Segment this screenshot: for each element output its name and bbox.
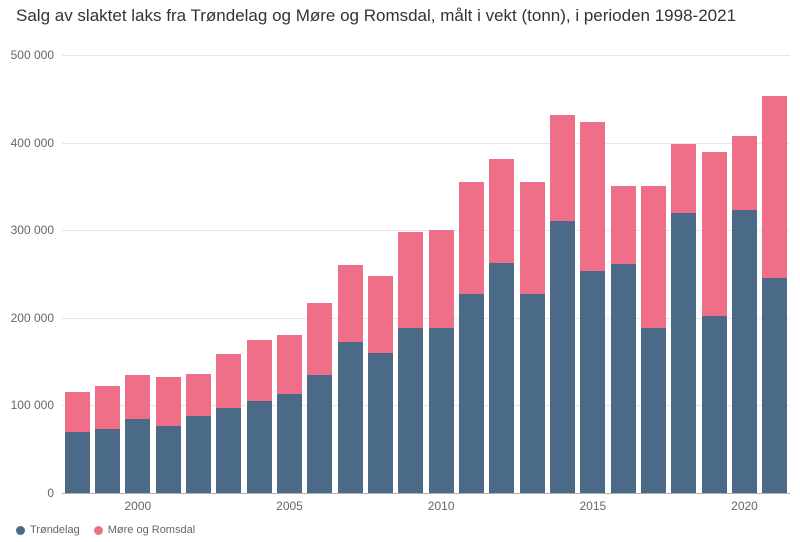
bar [307,303,332,493]
bar [277,335,302,493]
bar [762,96,787,493]
chart-legend: Trøndelag Møre og Romsdal [16,524,195,536]
bar [247,340,272,493]
bar-segment-møre-og-romsdal [156,377,181,425]
bar-segment-møre-og-romsdal [489,159,514,262]
bar-segment-trøndelag [338,342,363,493]
bar [641,186,666,493]
bar-segment-møre-og-romsdal [277,335,302,394]
axis-baseline [62,493,790,494]
bar [125,375,150,493]
bar-segment-møre-og-romsdal [671,144,696,212]
bar [398,232,423,493]
bar-segment-møre-og-romsdal [368,276,393,353]
bar [459,182,484,493]
bar-segment-trøndelag [732,210,757,493]
bar [671,144,696,493]
bar-segment-møre-og-romsdal [186,374,211,416]
bar [156,377,181,493]
bar-segment-møre-og-romsdal [520,182,545,294]
bar-segment-trøndelag [307,375,332,493]
y-tick-label: 100 000 [0,398,54,412]
bar-segment-møre-og-romsdal [550,115,575,222]
x-tick-label: 2005 [276,499,303,513]
bar-segment-trøndelag [429,328,454,493]
bar-segment-trøndelag [186,416,211,493]
bar-segment-trøndelag [368,353,393,493]
plot-area [62,55,790,493]
bar-segment-møre-og-romsdal [641,186,666,329]
bar-segment-trøndelag [156,426,181,493]
bar [65,392,90,493]
bar-segment-trøndelag [459,294,484,493]
bar-segment-trøndelag [702,316,727,493]
bar-segment-møre-og-romsdal [429,230,454,328]
bar [702,152,727,493]
bar-segment-trøndelag [489,263,514,493]
chart-title: Salg av slaktet laks fra Trøndelag og Mø… [16,6,792,26]
bar-segment-trøndelag [611,264,636,494]
bar-segment-trøndelag [247,401,272,493]
bar [368,276,393,493]
bar-segment-trøndelag [580,271,605,493]
bar [489,159,514,493]
bar [216,354,241,493]
bar-segment-møre-og-romsdal [307,303,332,375]
bar-segment-trøndelag [671,213,696,493]
salmon-sales-chart: Salg av slaktet laks fra Trøndelag og Mø… [0,0,800,542]
bar-segment-trøndelag [65,432,90,493]
legend-label: Trøndelag [30,524,80,536]
bar [429,230,454,493]
bar-segment-trøndelag [216,408,241,493]
x-tick-label: 2015 [579,499,606,513]
bar-segment-møre-og-romsdal [247,340,272,401]
bar-segment-trøndelag [762,278,787,493]
bar-segment-møre-og-romsdal [732,136,757,210]
y-tick-label: 200 000 [0,311,54,325]
bar-segment-møre-og-romsdal [95,386,120,429]
legend-item: Møre og Romsdal [94,524,195,536]
bar [550,115,575,493]
bar-segment-møre-og-romsdal [125,375,150,419]
bar-segment-trøndelag [95,429,120,493]
y-tick-label: 0 [0,486,54,500]
bar-segment-møre-og-romsdal [702,152,727,316]
bar-segment-trøndelag [125,419,150,493]
bar-segment-møre-og-romsdal [65,392,90,431]
bar [186,374,211,493]
bar [580,122,605,493]
bar [520,182,545,493]
bar-segment-trøndelag [641,328,666,493]
bar [95,386,120,493]
bar-segment-møre-og-romsdal [338,265,363,342]
bar-segment-møre-og-romsdal [459,182,484,294]
x-tick-label: 2000 [124,499,151,513]
legend-swatch [16,526,25,535]
y-tick-label: 500 000 [0,48,54,62]
x-tick-label: 2010 [428,499,455,513]
bar-segment-møre-og-romsdal [611,186,636,263]
bar-segment-møre-og-romsdal [216,354,241,408]
legend-label: Møre og Romsdal [108,524,195,536]
x-tick-label: 2020 [731,499,758,513]
gridline [62,55,790,56]
y-tick-label: 300 000 [0,223,54,237]
legend-swatch [94,526,103,535]
bar-segment-møre-og-romsdal [398,232,423,328]
y-tick-label: 400 000 [0,136,54,150]
bar-segment-trøndelag [550,221,575,493]
bar-segment-trøndelag [520,294,545,493]
legend-item: Trøndelag [16,524,80,536]
bar-segment-møre-og-romsdal [762,96,787,277]
bar-segment-møre-og-romsdal [580,122,605,271]
bar [611,186,636,493]
bar-segment-trøndelag [277,394,302,493]
bar-segment-trøndelag [398,328,423,493]
bar [732,136,757,493]
bar [338,265,363,493]
